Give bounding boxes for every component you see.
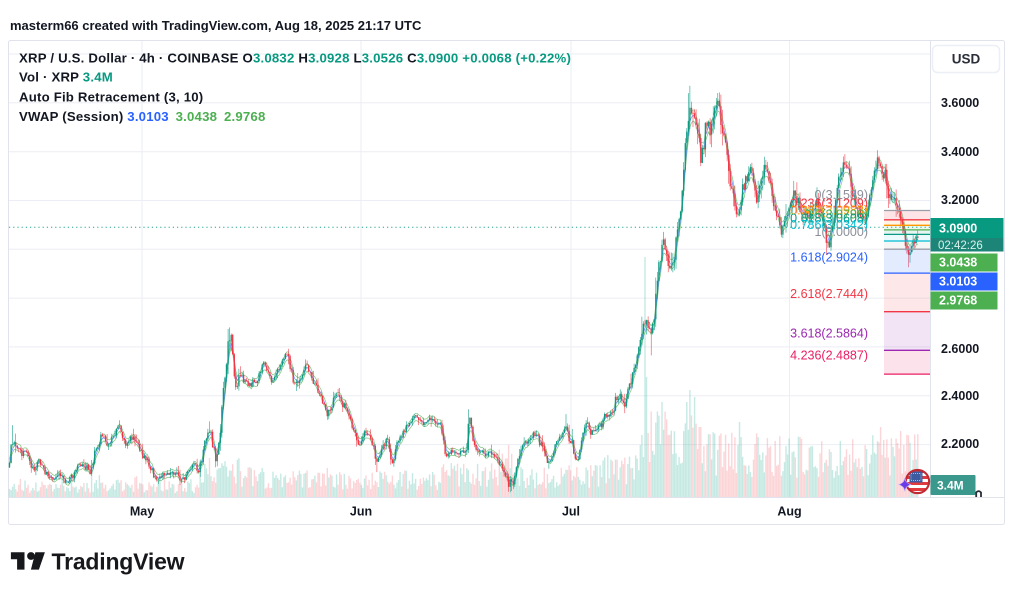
svg-text:TradingView: TradingView	[52, 549, 185, 575]
svg-text:2.2000: 2.2000	[941, 437, 979, 451]
svg-text:3.4000: 3.4000	[941, 145, 979, 159]
svg-text:1(3.0000): 1(3.0000)	[814, 225, 868, 239]
svg-text:Auto Fib Retracement (3, 10): Auto Fib Retracement (3, 10)	[19, 90, 203, 105]
svg-text:3.618(2.5864): 3.618(2.5864)	[790, 327, 868, 341]
svg-text:3.0900: 3.0900	[939, 222, 977, 236]
svg-text:3.0103: 3.0103	[939, 275, 977, 289]
svg-text:02:42:26: 02:42:26	[938, 240, 983, 252]
svg-text:USD: USD	[952, 52, 981, 67]
svg-text:Vol · XRP 3.4M: Vol · XRP 3.4M	[19, 70, 113, 85]
svg-text:3.6000: 3.6000	[941, 96, 979, 110]
svg-text:2.4000: 2.4000	[941, 389, 979, 403]
svg-text:4.236(2.4887): 4.236(2.4887)	[790, 349, 868, 363]
svg-text:0.5(3.0796): 0.5(3.0796)	[804, 208, 868, 222]
svg-text:3.0438: 3.0438	[939, 256, 977, 270]
svg-text:0.786(3.0342): 0.786(3.0342)	[790, 218, 868, 232]
svg-text:Jul: Jul	[562, 505, 580, 519]
svg-text:1.618(2.9024): 1.618(2.9024)	[790, 251, 868, 265]
svg-text:VWAP (Session) 3.0103 3.0438 2: VWAP (Session) 3.0103 3.0438 2.9768	[19, 109, 266, 124]
svg-text:3.4M: 3.4M	[937, 479, 964, 493]
svg-text:XRP / U.S. Dollar · 4h · COINB: XRP / U.S. Dollar · 4h · COINBASE O3.083…	[19, 51, 571, 66]
svg-text:May: May	[130, 505, 154, 519]
svg-text:0(3.1589): 0(3.1589)	[814, 188, 868, 202]
svg-text:masterm66 created with Trading: masterm66 created with TradingView.com, …	[10, 18, 422, 33]
svg-text:2.618(2.7444): 2.618(2.7444)	[790, 287, 868, 301]
svg-text:0.618(3.0608): 0.618(3.0608)	[790, 212, 868, 226]
svg-text:2.9768: 2.9768	[939, 294, 977, 308]
svg-text:3.2000: 3.2000	[941, 193, 979, 207]
svg-text:0.382(3.0983): 0.382(3.0983)	[790, 204, 868, 218]
svg-text:Jun: Jun	[350, 505, 372, 519]
svg-text:0.236(3.1209): 0.236(3.1209)	[790, 197, 868, 211]
svg-text:2.6000: 2.6000	[941, 342, 979, 356]
svg-text:Aug: Aug	[777, 505, 801, 519]
